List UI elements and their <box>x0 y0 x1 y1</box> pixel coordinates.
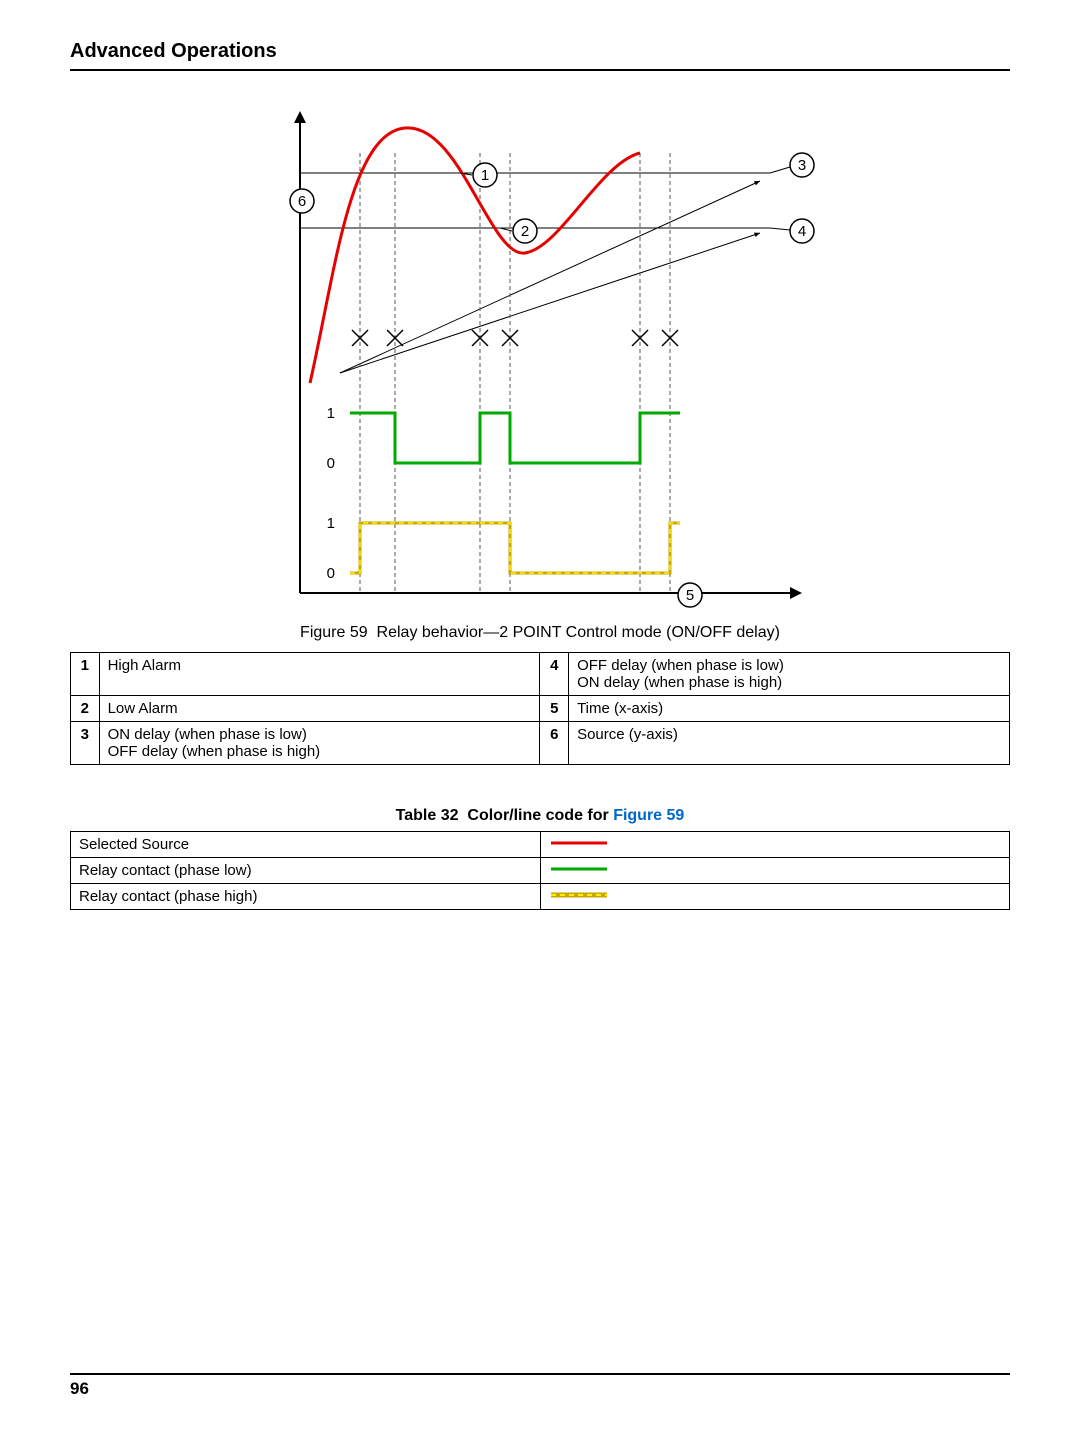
code-row: Relay contact (phase low) <box>71 858 1010 884</box>
legend-num: 4 <box>540 653 569 696</box>
legend-text: Source (y-axis) <box>569 722 1010 765</box>
legend-num: 2 <box>71 696 100 722</box>
figure-caption: Figure 59 Relay behavior—2 POINT Control… <box>70 624 1010 642</box>
svg-text:5: 5 <box>686 587 694 604</box>
legend-row: 3ON delay (when phase is low)OFF delay (… <box>71 722 1010 765</box>
legend-row: 1High Alarm4OFF delay (when phase is low… <box>71 653 1010 696</box>
svg-text:3: 3 <box>798 157 806 174</box>
code-label: Relay contact (phase low) <box>71 858 541 884</box>
svg-text:1: 1 <box>327 405 335 422</box>
figure-reference-link[interactable]: Figure 59 <box>613 807 684 824</box>
page-footer: 96 <box>70 1373 1010 1399</box>
legend-text: ON delay (when phase is low)OFF delay (w… <box>99 722 540 765</box>
legend-text: Low Alarm <box>99 696 540 722</box>
legend-table: 1High Alarm4OFF delay (when phase is low… <box>70 652 1010 765</box>
svg-text:0: 0 <box>327 565 335 582</box>
svg-text:2: 2 <box>521 223 529 240</box>
code-row: Selected Source <box>71 832 1010 858</box>
table-number: Table 32 <box>396 807 459 824</box>
svg-text:0: 0 <box>327 455 335 472</box>
svg-text:1: 1 <box>327 515 335 532</box>
svg-text:1: 1 <box>481 167 489 184</box>
legend-num: 6 <box>540 722 569 765</box>
code-label: Selected Source <box>71 832 541 858</box>
code-swatch <box>540 858 1010 884</box>
svg-text:4: 4 <box>798 223 806 240</box>
figure-container: 1 0 1 0 1 2 3 4 5 6 Figure 59 Relay behavior—2 PO… <box>70 93 1010 642</box>
page-title: Advanced Operations <box>70 40 1010 71</box>
relay-behavior-figure: 1 0 1 0 1 2 3 4 5 6 <box>240 93 840 613</box>
code-swatch <box>540 884 1010 910</box>
legend-num: 5 <box>540 696 569 722</box>
page: Advanced Operations 1010123456 Figure 59… <box>0 0 1080 1437</box>
legend-num: 1 <box>71 653 100 696</box>
legend-num: 3 <box>71 722 100 765</box>
code-swatch <box>540 832 1010 858</box>
page-number: 96 <box>70 1379 89 1398</box>
code-row: Relay contact (phase high) <box>71 884 1010 910</box>
legend-text: OFF delay (when phase is low)ON delay (w… <box>569 653 1010 696</box>
figure-caption-text: Relay behavior—2 POINT Control mode (ON/… <box>377 624 780 641</box>
code-label: Relay contact (phase high) <box>71 884 541 910</box>
code-table-title: Table 32 Color/line code for Figure 59 <box>70 807 1010 825</box>
svg-text:6: 6 <box>298 193 306 210</box>
legend-text: High Alarm <box>99 653 540 696</box>
legend-text: Time (x-axis) <box>569 696 1010 722</box>
table-title-text: Color/line code for <box>467 807 608 824</box>
legend-row: 2Low Alarm5Time (x-axis) <box>71 696 1010 722</box>
color-code-table: Selected SourceRelay contact (phase low)… <box>70 831 1010 910</box>
figure-number: Figure 59 <box>300 624 368 641</box>
